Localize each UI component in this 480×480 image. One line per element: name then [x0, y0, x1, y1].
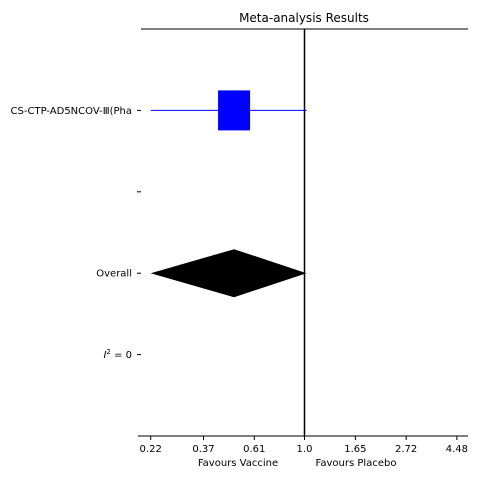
- x-tick-label: 2.72: [395, 444, 417, 455]
- forest-marks: [150, 90, 307, 298]
- x-tick-label: 1.0: [297, 444, 313, 455]
- x-ticks: 0.22 0.37 0.61 1.0 1.65 2.72 4.48: [140, 436, 468, 455]
- study-effect-box: [218, 90, 251, 131]
- x-tick-label: 0.22: [140, 444, 162, 455]
- x-tick-label: 1.65: [344, 444, 366, 455]
- heterogeneity-label: I2 = 0: [103, 348, 132, 361]
- x-tick-label: 0.37: [192, 444, 214, 455]
- x-tick-label: 0.61: [243, 444, 265, 455]
- row-label: CS-CTP-AD5NCOV-Ⅲ(Pha: [11, 106, 132, 117]
- x-tick-label: 4.48: [446, 444, 468, 455]
- row-labels: CS-CTP-AD5NCOV-Ⅲ(Pha Overall I2 = 0: [11, 106, 141, 361]
- overall-diamond: [150, 249, 307, 298]
- chart-title: Meta-analysis Results: [239, 11, 369, 25]
- x-label-left: Favours Vaccine: [198, 458, 278, 469]
- x-label-right: Favours Placebo: [316, 458, 397, 469]
- row-label: Overall: [96, 269, 132, 280]
